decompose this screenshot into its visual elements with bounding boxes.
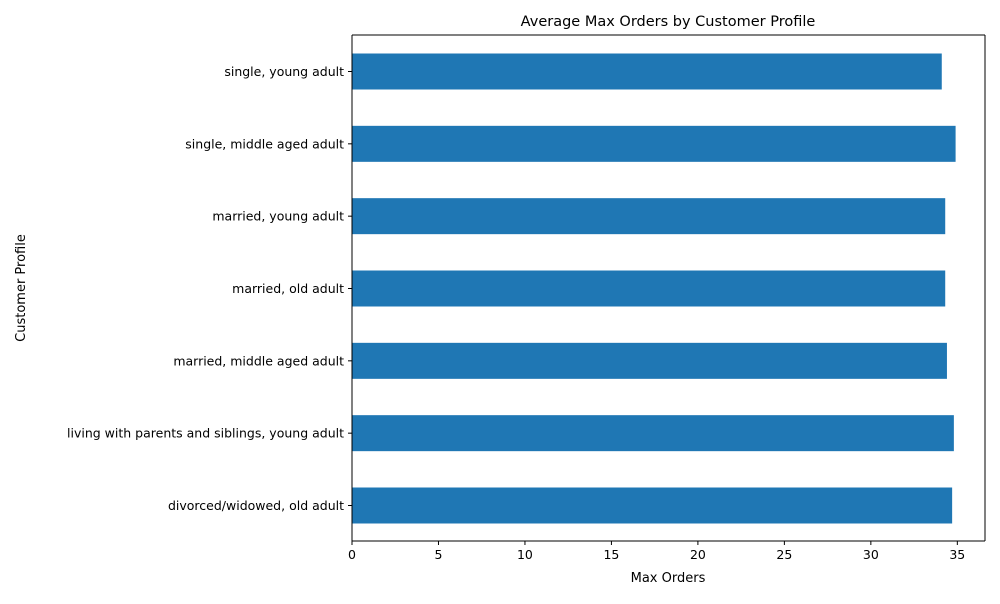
y-tick-label: married, young adult — [212, 209, 344, 224]
x-axis-label: Max Orders — [631, 571, 706, 586]
bar — [352, 342, 947, 379]
x-axis-ticks: 0 5 10 15 20 25 30 35 — [348, 541, 965, 562]
y-tick-label: married, old adult — [232, 281, 344, 296]
x-tick-label: 10 — [517, 547, 533, 562]
y-tick-label: living with parents and siblings, young … — [67, 426, 344, 441]
bar — [352, 270, 946, 307]
x-tick-label: 30 — [863, 547, 879, 562]
bar — [352, 125, 956, 162]
x-tick-label: 20 — [690, 547, 706, 562]
bar — [352, 415, 954, 452]
x-tick-label: 5 — [434, 547, 442, 562]
bar — [352, 487, 953, 524]
y-tick-label: single, young adult — [224, 64, 344, 79]
x-tick-label: 0 — [348, 547, 356, 562]
chart-title: Average Max Orders by Customer Profile — [521, 14, 816, 30]
y-axis-ticks: divorced/widowed, old adult living with p… — [67, 64, 352, 513]
bar — [352, 198, 946, 235]
y-tick-label: divorced/widowed, old adult — [168, 498, 344, 513]
bar — [352, 53, 942, 90]
y-axis-label: Customer Profile — [14, 234, 29, 342]
y-tick-label: married, middle aged adult — [173, 353, 344, 368]
bars-group — [352, 53, 956, 524]
x-tick-label: 35 — [949, 547, 965, 562]
x-tick-label: 15 — [603, 547, 619, 562]
y-tick-label: single, middle aged adult — [185, 136, 344, 151]
x-tick-label: 25 — [776, 547, 792, 562]
